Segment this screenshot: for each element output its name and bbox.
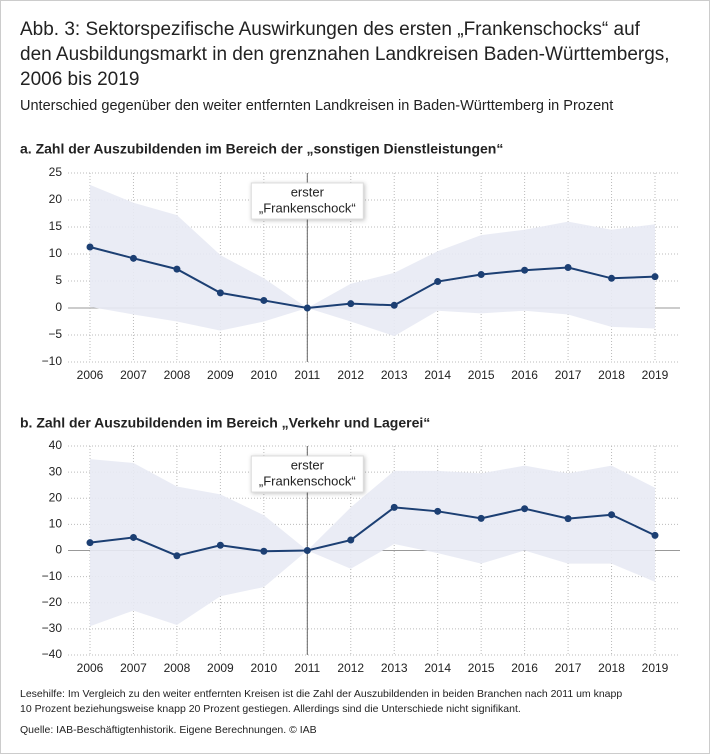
x-tick-label: 2010 bbox=[250, 368, 277, 382]
x-tick-label: 2014 bbox=[424, 661, 451, 675]
note: Lesehilfe: Im Vergleich zu den weiter en… bbox=[20, 688, 622, 700]
y-tick-label: 5 bbox=[55, 273, 62, 287]
x-tick-label: 2010 bbox=[250, 661, 277, 675]
x-tick-label: 2016 bbox=[511, 368, 538, 382]
data-point bbox=[303, 547, 311, 554]
series-line bbox=[89, 506, 656, 557]
data-point bbox=[129, 254, 137, 262]
data-point bbox=[216, 289, 224, 297]
data-point bbox=[564, 264, 572, 271]
data-point bbox=[564, 515, 572, 523]
data-point bbox=[260, 547, 268, 555]
y-tick-label: 0 bbox=[55, 543, 62, 557]
data-point bbox=[608, 511, 616, 519]
y-tick-label: 20 bbox=[49, 490, 63, 504]
data-point bbox=[521, 266, 529, 274]
note: 10 Prozent beziehungsweise knapp 20 Proz… bbox=[20, 703, 521, 715]
title: 2006 bis 2019 bbox=[20, 69, 139, 90]
annotation-text: erster bbox=[291, 457, 325, 472]
title: Abb. 3: Sektorspezifische Auswirkungen d… bbox=[20, 19, 641, 40]
y-tick-label: 15 bbox=[49, 219, 63, 233]
data-point bbox=[651, 273, 659, 281]
data-point bbox=[260, 296, 268, 304]
x-tick-label: 2008 bbox=[164, 661, 191, 675]
x-tick-label: 2008 bbox=[164, 368, 191, 382]
y-tick-label: −10 bbox=[42, 354, 63, 368]
data-point bbox=[477, 271, 485, 279]
data-point bbox=[86, 243, 94, 251]
x-tick-label: 2012 bbox=[337, 368, 364, 382]
confidence-band bbox=[90, 184, 655, 337]
x-tick-label: 2019 bbox=[642, 661, 669, 675]
y-tick-label: 10 bbox=[49, 246, 63, 260]
x-tick-label: 2009 bbox=[207, 368, 234, 382]
x-tick-label: 2017 bbox=[555, 368, 582, 382]
annotation-text: „Frankenschock“ bbox=[259, 200, 356, 215]
y-tick-label: −20 bbox=[42, 595, 63, 609]
data-point bbox=[390, 503, 398, 511]
data-point bbox=[173, 265, 181, 273]
x-tick-label: 2007 bbox=[120, 661, 147, 675]
source: Quelle: IAB-Beschäftigtenhistorik. Eigen… bbox=[20, 724, 317, 736]
x-tick-label: 2018 bbox=[598, 368, 625, 382]
confidence-band bbox=[90, 459, 655, 627]
subtitle: Unterschied gegenüber den weiter entfern… bbox=[20, 98, 613, 114]
annotation-box bbox=[250, 455, 364, 493]
y-tick-label: 20 bbox=[49, 192, 63, 206]
data-point bbox=[347, 300, 355, 308]
x-tick-label: 2016 bbox=[511, 661, 538, 675]
x-tick-label: 2018 bbox=[598, 661, 625, 675]
data-point bbox=[390, 301, 398, 309]
x-tick-label: 2019 bbox=[642, 368, 669, 382]
data-point bbox=[173, 552, 181, 560]
annotation-text: erster bbox=[291, 184, 325, 199]
y-tick-label: −30 bbox=[42, 621, 63, 635]
x-tick-label: 2011 bbox=[294, 661, 320, 675]
data-point bbox=[347, 536, 355, 544]
data-point bbox=[651, 531, 659, 539]
x-tick-label: 2014 bbox=[424, 368, 451, 382]
y-tick-label: −40 bbox=[42, 647, 63, 661]
x-tick-label: 2006 bbox=[77, 368, 104, 382]
series-line bbox=[89, 246, 656, 310]
y-tick-label: 10 bbox=[49, 517, 63, 531]
title: den Ausbildungsmarkt in den grenznahen L… bbox=[20, 44, 670, 65]
x-tick-label: 2013 bbox=[381, 368, 408, 382]
data-point bbox=[216, 541, 224, 549]
y-tick-label: 25 bbox=[49, 165, 63, 179]
data-point bbox=[129, 533, 137, 541]
data-point bbox=[434, 278, 442, 286]
data-point bbox=[434, 507, 442, 515]
y-tick-label: 0 bbox=[55, 300, 62, 314]
data-point bbox=[303, 304, 311, 312]
data-point bbox=[477, 514, 485, 522]
data-point bbox=[521, 505, 529, 513]
panel-title: b. Zahl der Auszubildenden im Bereich „V… bbox=[20, 415, 430, 431]
x-tick-label: 2015 bbox=[468, 368, 495, 382]
x-tick-label: 2015 bbox=[468, 661, 495, 675]
y-tick-label: 40 bbox=[49, 438, 63, 452]
x-tick-label: 2012 bbox=[337, 661, 364, 675]
x-tick-label: 2006 bbox=[77, 661, 104, 675]
y-tick-label: −5 bbox=[48, 327, 62, 341]
x-tick-label: 2013 bbox=[381, 661, 408, 675]
x-tick-label: 2017 bbox=[555, 661, 582, 675]
x-tick-label: 2011 bbox=[294, 368, 320, 382]
x-tick-label: 2007 bbox=[120, 368, 147, 382]
annotation-text: „Frankenschock“ bbox=[259, 473, 356, 488]
y-tick-label: −10 bbox=[42, 569, 63, 583]
panel-title: a. Zahl der Auszubildenden im Bereich de… bbox=[20, 141, 503, 157]
data-point bbox=[608, 274, 616, 282]
x-tick-label: 2009 bbox=[207, 661, 234, 675]
data-point bbox=[86, 539, 94, 547]
annotation-box bbox=[250, 182, 364, 220]
y-tick-label: 30 bbox=[49, 464, 63, 478]
